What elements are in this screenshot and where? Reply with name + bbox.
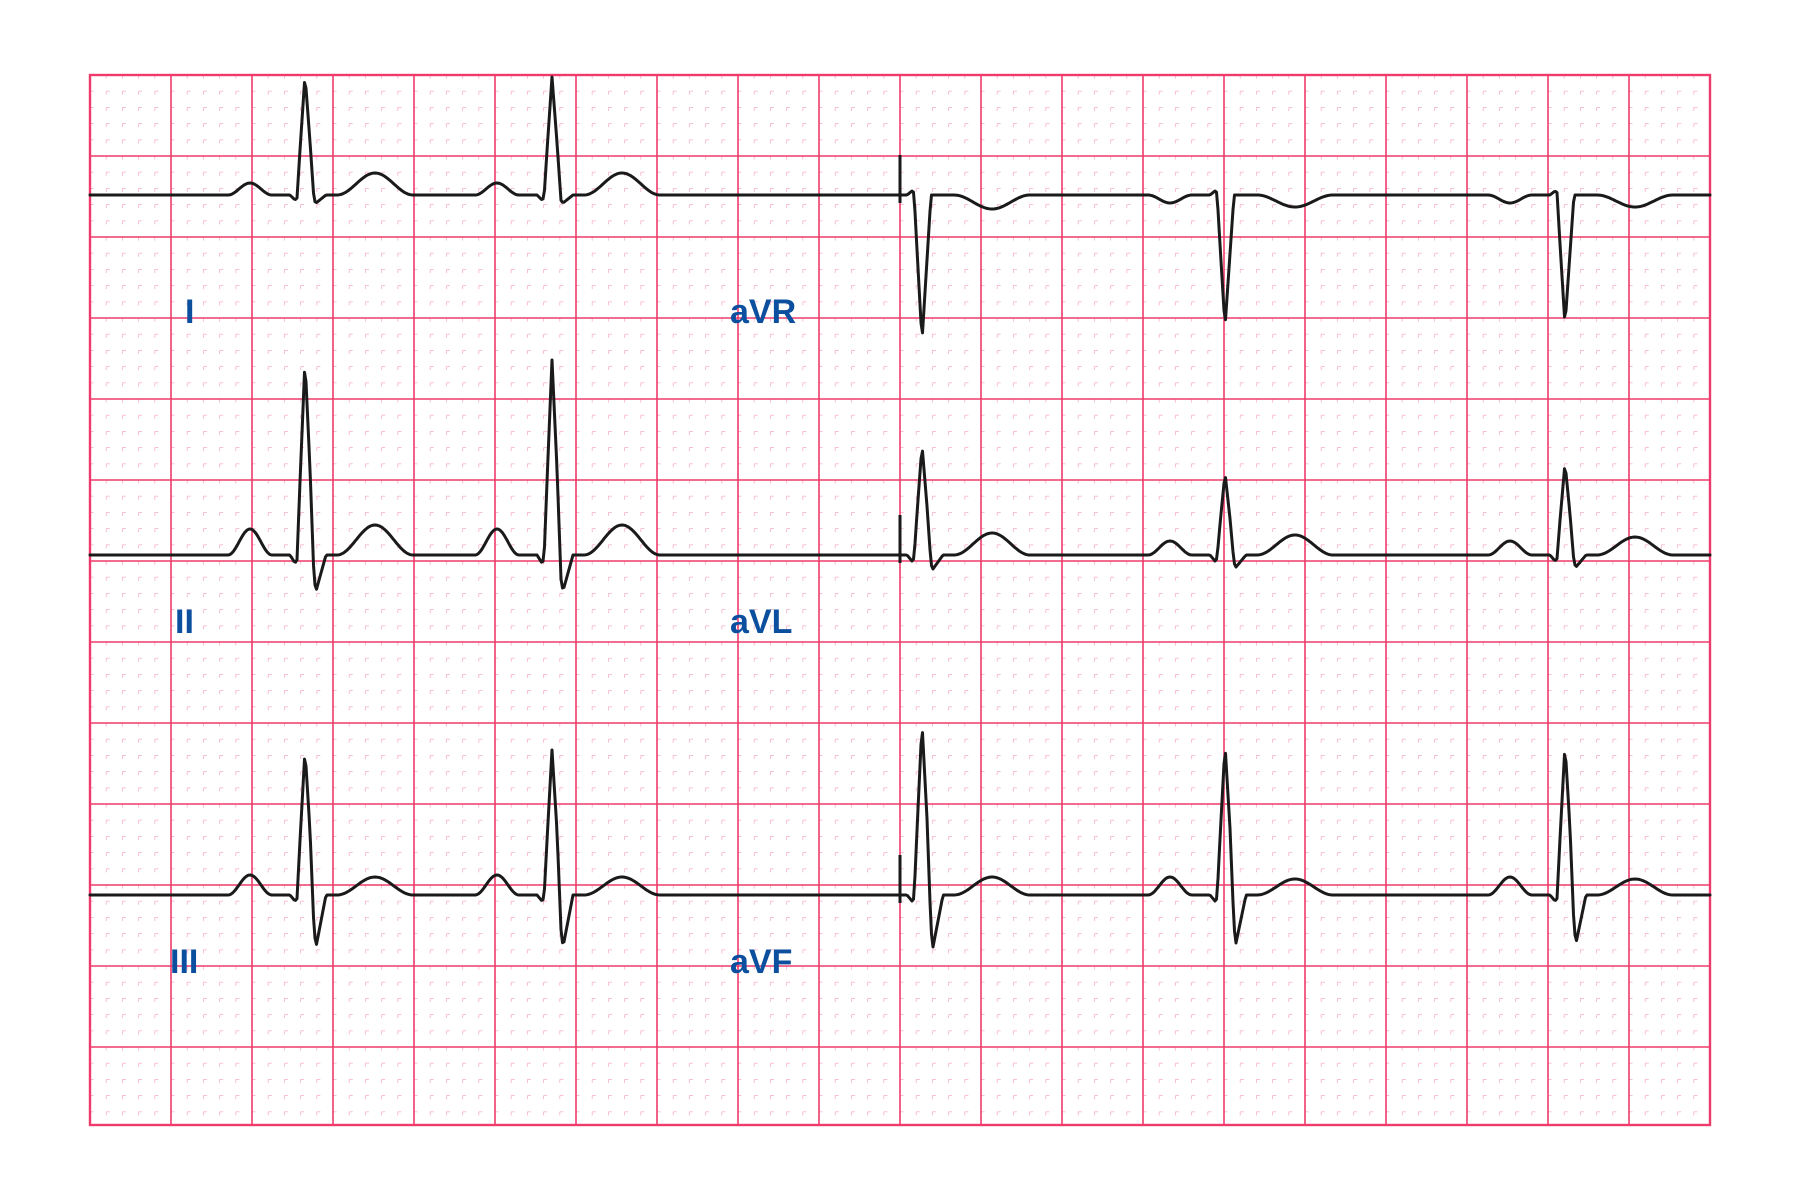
label-lead-aVL: aVL	[730, 603, 792, 642]
label-lead-aVF: aVF	[730, 943, 792, 982]
label-lead-III: III	[170, 943, 198, 982]
label-lead-I: I	[185, 293, 194, 332]
ecg-svg	[0, 0, 1800, 1200]
ecg-strip: I aVR II aVL III aVF	[0, 0, 1800, 1200]
grid	[90, 75, 1710, 1125]
label-lead-aVR: aVR	[730, 293, 796, 332]
label-lead-II: II	[175, 603, 194, 642]
